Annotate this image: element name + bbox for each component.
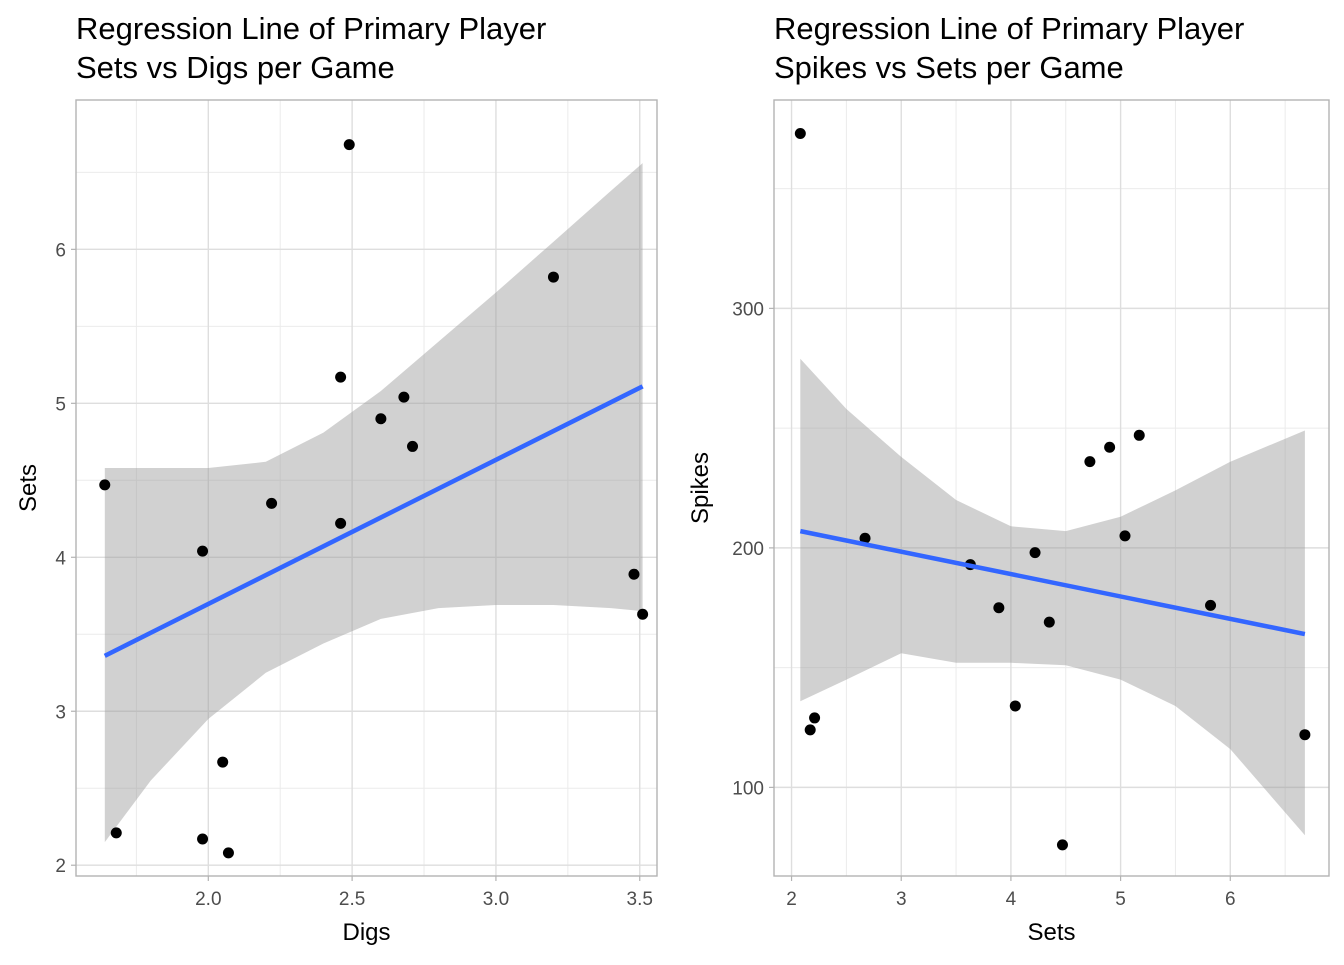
data-point [1029,547,1041,559]
y-tick-label: 4 [55,548,66,569]
chart-subtitle: Sets vs Digs per Game [76,50,395,85]
confidence-band [800,358,1305,836]
plot-border [773,99,1330,877]
regression-line [799,528,1306,637]
data-point [1205,599,1217,611]
data-point [99,479,111,491]
chart-title: Regression Line of Primary Player [774,11,1244,46]
plot-background [76,100,657,876]
data-point [1299,729,1311,741]
data-point [398,391,410,403]
data-point [1043,616,1055,628]
y-tick-label: 6 [55,240,66,261]
x-tick-label: 5 [1115,889,1126,910]
data-point [343,139,355,151]
regression-line [103,384,644,658]
data-point [266,497,278,509]
chart-panel-sets-vs-digs: Regression Line of Primary Player Sets vs… [15,11,658,946]
y-tick-label: 5 [55,394,66,415]
data-point [637,608,649,620]
plot-background [774,100,1329,876]
x-axis-title: Digs [342,919,390,946]
x-tick-label: 2 [786,889,797,910]
data-point [804,724,816,736]
data-point [217,756,229,768]
data-point [335,371,347,383]
x-axis-title: Sets [1027,919,1075,946]
data-point [993,602,1005,614]
data-point [407,440,419,452]
y-axis-title: Spikes [687,452,714,524]
data-point [547,271,559,283]
chart-subtitle: Spikes vs Sets per Game [774,50,1124,85]
y-tick-label: 300 [732,299,764,320]
data-point [1104,441,1116,453]
data-point [794,128,806,140]
data-point [809,712,821,724]
data-point [110,827,122,839]
data-point [1009,700,1021,712]
data-point [1133,429,1145,441]
confidence-band [104,163,643,843]
data-point [1084,456,1096,468]
data-point [1056,839,1068,851]
data-point [628,568,640,580]
x-tick-label: 2.5 [339,889,365,910]
x-tick-label: 3.0 [483,889,509,910]
y-tick-label: 2 [55,856,66,877]
x-tick-label: 3 [896,889,907,910]
x-tick-label: 6 [1225,889,1236,910]
x-tick-label: 4 [1006,889,1017,910]
data-point [375,413,387,425]
chart-panel-spikes-vs-sets: Regression Line of Primary Player Spikes … [687,11,1330,946]
y-axis-title: Sets [15,464,42,512]
data-point [197,833,209,845]
chart-title: Regression Line of Primary Player [76,11,546,46]
y-tick-label: 100 [732,778,764,799]
x-tick-label: 2.0 [195,889,221,910]
data-point [859,532,871,544]
data-point [335,517,347,529]
y-tick-label: 3 [55,702,66,723]
y-tick-label: 200 [732,539,764,560]
plot-border [75,99,658,877]
data-point [197,545,209,557]
data-point [1119,530,1131,542]
x-tick-label: 3.5 [627,889,653,910]
data-point [222,847,234,859]
